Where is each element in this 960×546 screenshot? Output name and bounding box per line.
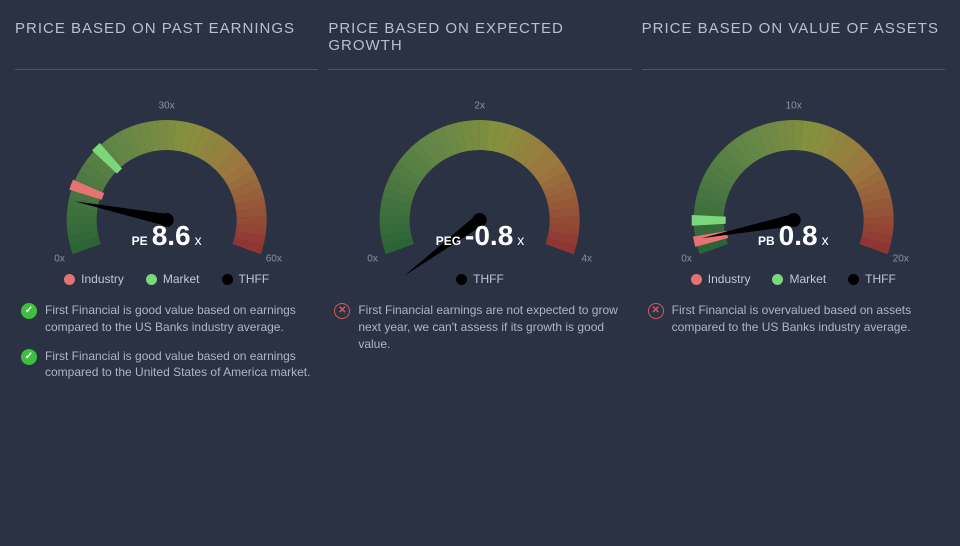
note-row: ✓ First Financial is good value based on … [21,302,312,336]
valuation-panel: PRICE BASED ON PAST EARNINGS 0x 30x 60x PE 8.… [15,20,318,526]
metric-number: 0.8 [779,220,818,252]
metric-suffix: x [195,232,202,248]
metric-prefix: PB [758,234,775,248]
panel-title: PRICE BASED ON PAST EARNINGS [15,20,318,70]
metric-value: PE 8.6x [132,220,202,252]
gauge-tick-label: 2x [475,101,486,112]
notes-list: ✓ First Financial is good value based on … [15,302,318,381]
gauge-tick-label: 10x [785,101,801,112]
panel-title: PRICE BASED ON EXPECTED GROWTH [328,20,631,70]
note-text: First Financial earnings are not expecte… [358,302,625,352]
gauge-tick-label: 0x [54,254,65,265]
metric-number: 8.6 [152,220,191,252]
metric-prefix: PEG [436,234,461,248]
cross-icon: ✕ [648,303,664,319]
valuation-panel: PRICE BASED ON VALUE OF ASSETS 0x 10x 20x PB… [642,20,945,526]
gauge-tick-label: 4x [582,254,593,265]
gauge-tick-label: 0x [681,254,692,265]
dashboard: PRICE BASED ON PAST EARNINGS 0x 30x 60x PE 8.… [0,0,960,546]
notes-list: ✕ First Financial is overvalued based on … [642,302,945,336]
metric-value: PEG -0.8x [436,220,525,252]
note-text: First Financial is overvalued based on a… [672,302,939,336]
gauge: 0x 10x 20x PB 0.8x [642,70,945,290]
metric-prefix: PE [132,234,148,248]
note-row: ✕ First Financial earnings are not expect… [334,302,625,352]
note-text: First Financial is good value based on e… [45,348,312,382]
note-text: First Financial is good value based on e… [45,302,312,336]
panel-title: PRICE BASED ON VALUE OF ASSETS [642,20,945,70]
gauge: 0x 2x 4x PEG -0.8x [328,70,631,290]
cross-icon: ✕ [334,303,350,319]
valuation-panel: PRICE BASED ON EXPECTED GROWTH 0x 2x 4x PEG-… [328,20,631,526]
metric-suffix: x [822,232,829,248]
metric-number: -0.8 [465,220,513,252]
gauge-tick-label: 0x [368,254,379,265]
gauge-tick-label: 60x [266,254,282,265]
gauge: 0x 30x 60x PE 8.6x [15,70,318,290]
check-icon: ✓ [21,349,37,365]
note-row: ✕ First Financial is overvalued based on … [648,302,939,336]
gauge-tick-label: 30x [159,101,175,112]
note-row: ✓ First Financial is good value based on … [21,348,312,382]
metric-suffix: x [517,232,524,248]
metric-value: PB 0.8x [758,220,829,252]
notes-list: ✕ First Financial earnings are not expect… [328,302,631,352]
check-icon: ✓ [21,303,37,319]
gauge-tick-label: 20x [892,254,908,265]
